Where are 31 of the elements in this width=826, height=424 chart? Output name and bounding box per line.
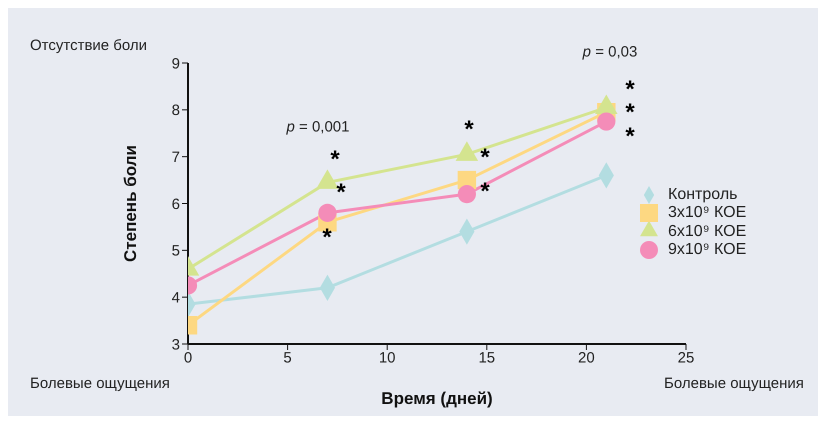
x-tick-label: 5 bbox=[283, 350, 292, 367]
y-tick-label: 9 bbox=[172, 55, 180, 72]
y-tick-label: 5 bbox=[172, 242, 180, 260]
x-axis-title: Время (дней) bbox=[381, 389, 493, 408]
legend-label: Контроль bbox=[668, 186, 738, 204]
text: Болевые ощущения bbox=[664, 375, 804, 392]
x-tick-label: 15 bbox=[478, 350, 496, 367]
legend-label: 9x10⁹ КОЕ bbox=[668, 240, 746, 258]
legend-label: 6x10⁹ КОЕ bbox=[668, 222, 746, 240]
annotation: * bbox=[464, 116, 474, 143]
annotation: * bbox=[625, 123, 635, 150]
y-tick-label: 4 bbox=[172, 289, 180, 306]
annotation: * bbox=[480, 178, 490, 205]
y-tick-label: 8 bbox=[172, 102, 180, 120]
text: p = 0,03 bbox=[582, 44, 638, 60]
text: Отсутствие боли bbox=[30, 37, 148, 54]
annotation: * bbox=[336, 179, 346, 206]
x-tick-label: 0 bbox=[184, 350, 192, 367]
y-tick-label: 7 bbox=[172, 148, 180, 166]
x-tick-label: 10 bbox=[378, 350, 396, 367]
y-axis-title: Степень боли bbox=[121, 145, 140, 262]
legend-label: 3x10⁹ КОЕ bbox=[668, 204, 746, 222]
annotation: * bbox=[322, 224, 332, 251]
y-tick-label: 3 bbox=[172, 336, 180, 354]
annotation: * bbox=[480, 144, 490, 171]
text: Болевые ощущения bbox=[30, 375, 170, 392]
x-tick-label: 25 bbox=[678, 350, 694, 367]
annotation: p = 0,001 bbox=[286, 118, 350, 136]
x-tick-label: 20 bbox=[578, 350, 595, 367]
y-tick-label: 6 bbox=[172, 196, 180, 213]
annotation: * bbox=[330, 146, 340, 173]
